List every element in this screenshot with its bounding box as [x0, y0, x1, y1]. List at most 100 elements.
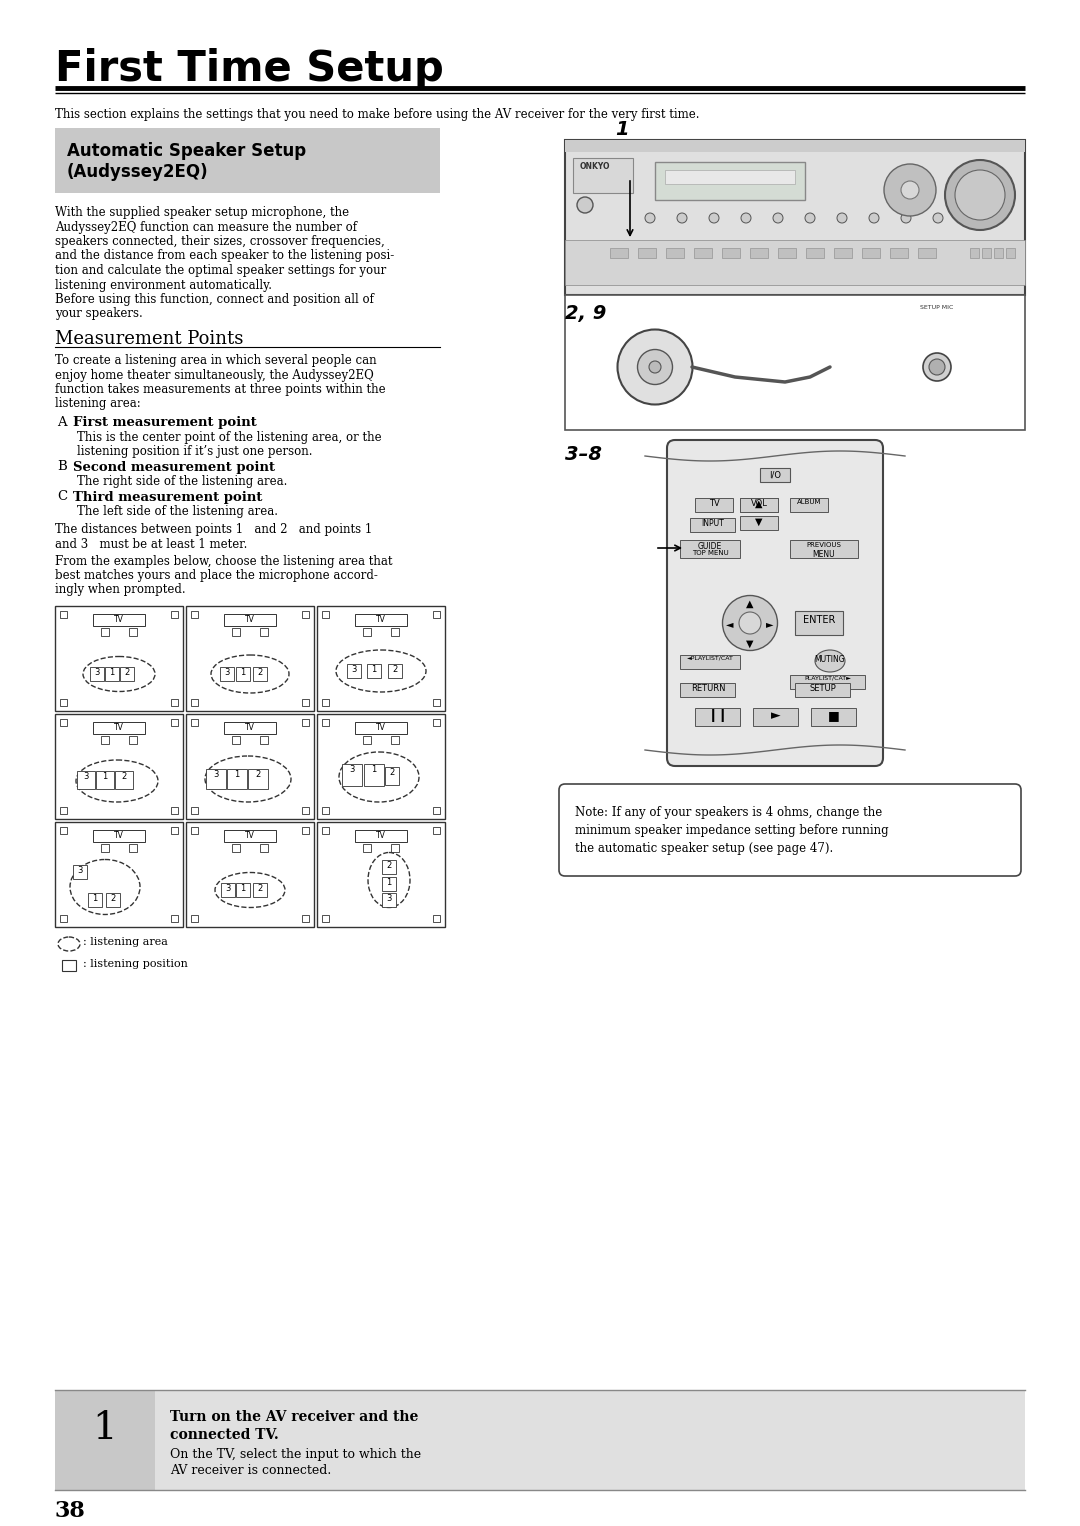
Bar [302, 699, 309, 707]
Ellipse shape [637, 349, 673, 385]
Ellipse shape [945, 160, 1015, 230]
Ellipse shape [677, 214, 687, 223]
Ellipse shape [708, 214, 719, 223]
Bar [224, 722, 276, 734]
Bar [60, 610, 67, 618]
Text: C: C [57, 490, 67, 504]
Bar [384, 768, 399, 784]
Text: 1: 1 [103, 772, 108, 781]
Bar [171, 827, 178, 835]
Text: 1: 1 [615, 121, 629, 139]
Text: ▲: ▲ [746, 600, 754, 609]
Bar [191, 916, 198, 922]
Text: Before using this function, connect and position all of: Before using this function, connect and … [55, 293, 374, 307]
Bar [106, 893, 120, 906]
Text: 2: 2 [110, 894, 116, 903]
Text: TV: TV [114, 723, 124, 732]
Text: function takes measurements at three points within the: function takes measurements at three poi… [55, 383, 386, 397]
Bar [60, 807, 67, 813]
Ellipse shape [741, 214, 751, 223]
Bar [237, 884, 249, 897]
Text: 1: 1 [93, 1410, 118, 1447]
Text: : listening area: : listening area [83, 937, 167, 948]
Bar [347, 664, 361, 678]
Bar [191, 719, 198, 726]
Bar [367, 664, 381, 678]
Bar [740, 497, 778, 513]
Ellipse shape [869, 214, 879, 223]
Bar [77, 771, 95, 789]
Text: VOL: VOL [751, 499, 768, 508]
Ellipse shape [577, 197, 593, 214]
Ellipse shape [933, 214, 943, 223]
Text: TV: TV [245, 832, 255, 839]
Bar [171, 719, 178, 726]
Text: ONKYO: ONKYO [580, 162, 610, 171]
Text: SETUP: SETUP [810, 684, 836, 693]
Text: 3: 3 [94, 668, 99, 678]
Ellipse shape [205, 755, 291, 803]
Bar [322, 610, 329, 618]
Ellipse shape [618, 330, 692, 404]
Bar [690, 517, 735, 533]
Text: AV receiver is connected.: AV receiver is connected. [170, 1463, 332, 1477]
Bar [260, 736, 268, 745]
Ellipse shape [815, 650, 845, 671]
Text: PLAYLIST/CAT►: PLAYLIST/CAT► [805, 676, 851, 681]
Bar [806, 249, 824, 258]
Ellipse shape [955, 169, 1005, 220]
Text: ▼: ▼ [746, 639, 754, 649]
Bar [565, 140, 1025, 153]
Ellipse shape [739, 612, 761, 633]
Bar [638, 249, 656, 258]
Bar [55, 1390, 1025, 1489]
Text: First Time Setup: First Time Setup [55, 47, 444, 90]
Text: listening position if it’s just one person.: listening position if it’s just one pers… [77, 446, 312, 458]
Text: SETUP MIC: SETUP MIC [920, 305, 954, 310]
Text: 1: 1 [93, 894, 97, 903]
Text: TOP MENU: TOP MENU [691, 549, 728, 555]
Bar [994, 249, 1003, 258]
Bar [55, 1390, 156, 1489]
Text: 2, 9: 2, 9 [565, 304, 606, 324]
Ellipse shape [837, 214, 847, 223]
Text: 1: 1 [234, 771, 240, 778]
Bar [322, 916, 329, 922]
Text: 3–8: 3–8 [565, 446, 602, 464]
Bar [129, 736, 137, 745]
Text: minimum speaker impedance setting before running: minimum speaker impedance setting before… [575, 824, 889, 836]
Text: PREVIOUS: PREVIOUS [807, 542, 841, 548]
Bar [750, 249, 768, 258]
Bar [220, 667, 234, 681]
Text: TV: TV [114, 615, 124, 624]
Text: I/O: I/O [769, 470, 781, 479]
Bar [62, 960, 76, 971]
Text: The right side of the listening area.: The right side of the listening area. [77, 475, 287, 488]
Bar [73, 865, 87, 879]
Bar [206, 769, 226, 789]
Bar [778, 249, 796, 258]
Bar [318, 714, 445, 819]
Text: enjoy home theater simultaneously, the Audyssey2EQ: enjoy home theater simultaneously, the A… [55, 368, 374, 382]
Bar [795, 684, 850, 697]
Bar [102, 629, 109, 636]
Text: Turn on the AV receiver and the: Turn on the AV receiver and the [170, 1410, 418, 1424]
Text: (Audyssey2EQ): (Audyssey2EQ) [67, 163, 208, 182]
Bar [191, 610, 198, 618]
Text: 1: 1 [372, 765, 377, 774]
Text: 3: 3 [351, 665, 356, 674]
Ellipse shape [83, 656, 156, 691]
Text: the automatic speaker setup (see page 47).: the automatic speaker setup (see page 47… [575, 842, 834, 855]
Bar [224, 830, 276, 842]
Bar [355, 722, 407, 734]
Bar [302, 827, 309, 835]
Bar [1005, 249, 1015, 258]
Bar [382, 861, 396, 874]
Text: ►: ► [771, 710, 781, 722]
Text: TV: TV [245, 723, 255, 732]
Bar [433, 699, 440, 707]
Text: listening environment automatically.: listening environment automatically. [55, 279, 272, 291]
Bar [232, 736, 240, 745]
Bar [186, 606, 314, 711]
Bar [364, 765, 384, 786]
